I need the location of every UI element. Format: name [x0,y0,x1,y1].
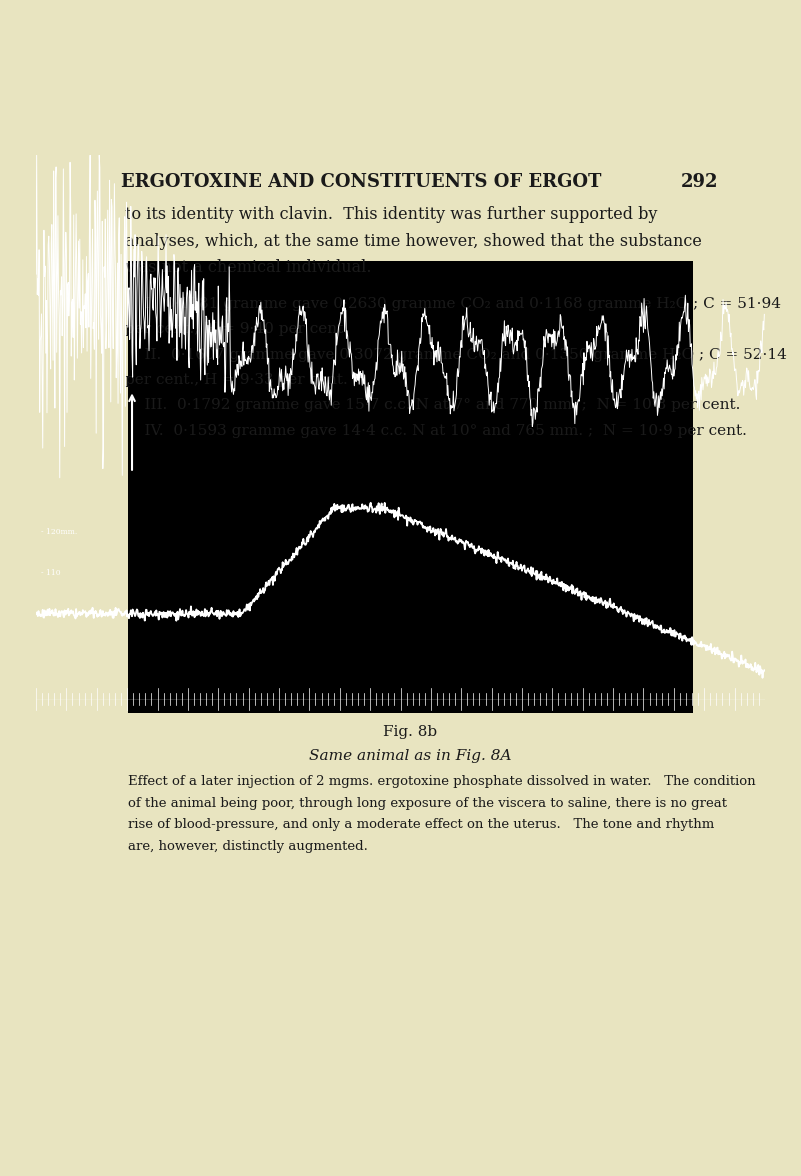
Text: per cent., H = 9·33 per cent.: per cent., H = 9·33 per cent. [125,373,348,387]
Text: - 110: - 110 [41,569,61,576]
Text: II.  0·1607 gramme gave 0·3072 gramme CO₂ and 0·1350 gramme H₂O ; C = 52·14: II. 0·1607 gramme gave 0·3072 gramme CO₂… [125,348,787,361]
Text: analyses, which, at the same time however, showed that the substance: analyses, which, at the same time howeve… [125,233,702,249]
Bar [128,261,693,714]
Text: to its identity with clavin.  This identity was further supported by: to its identity with clavin. This identi… [125,206,658,223]
Text: - 120mm.: - 120mm. [41,528,77,535]
Text: was not a chemical individual.: was not a chemical individual. [125,259,372,276]
Text: ERGOTOXINE AND CONSTITUENTS OF ERGOT: ERGOTOXINE AND CONSTITUENTS OF ERGOT [121,173,601,191]
Text: of the animal being poor, through long exposure of the viscera to saline, there : of the animal being poor, through long e… [128,796,727,810]
Text: I.  0·1381 gramme gave 0·2630 gramme CO₂ and 0·1168 gramme H₂O ; C = 51·94: I. 0·1381 gramme gave 0·2630 gramme CO₂ … [125,296,781,310]
Text: III.  0·1792 gramme gave 15·7 c.c. N at 7° and 770 mm. ;  N = 10·8 per cent.: III. 0·1792 gramme gave 15·7 c.c. N at 7… [125,399,740,413]
Text: are, however, distinctly augmented.: are, however, distinctly augmented. [128,840,368,853]
Text: per cent., H = 9·40 per cent.: per cent., H = 9·40 per cent. [125,322,348,336]
Text: Same animal as in Fig. 8A: Same animal as in Fig. 8A [309,749,512,763]
Text: rise of blood-pressure, and only a moderate effect on the uterus.   The tone and: rise of blood-pressure, and only a moder… [128,818,714,831]
Text: 292: 292 [681,173,718,191]
Text: Fig. 8b: Fig. 8b [384,726,437,740]
Text: Effect of a later injection of 2 mgms. ergotoxine phosphate dissolved in water. : Effect of a later injection of 2 mgms. e… [128,775,755,788]
Text: IV.  0·1593 gramme gave 14·4 c.c. N at 10° and 765 mm. ;  N = 10·9 per cent.: IV. 0·1593 gramme gave 14·4 c.c. N at 10… [125,423,747,437]
